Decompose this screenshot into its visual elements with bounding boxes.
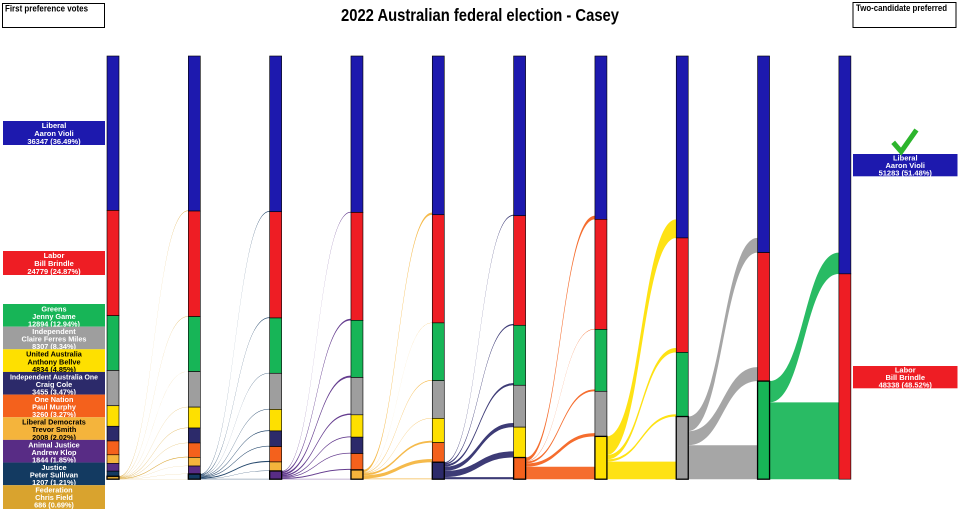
svg-text:Trevor Smith: Trevor Smith (32, 425, 77, 434)
svg-text:Federation: Federation (35, 486, 72, 495)
svg-text:24779 (24.87%): 24779 (24.87%) (27, 267, 81, 276)
svg-text:8307 (8.34%): 8307 (8.34%) (32, 342, 76, 351)
svg-text:Bill Brindle: Bill Brindle (34, 259, 74, 268)
svg-text:Independent Australia One: Independent Australia One (10, 372, 98, 381)
svg-text:Animal Justice: Animal Justice (28, 440, 80, 449)
svg-text:Jenny Game: Jenny Game (32, 312, 75, 321)
svg-text:Craig Cole: Craig Cole (36, 380, 73, 389)
svg-text:Andrew Klop: Andrew Klop (32, 448, 78, 457)
svg-text:Liberal: Liberal (42, 121, 67, 130)
svg-text:51283 (51.48%): 51283 (51.48%) (879, 168, 933, 177)
svg-text:1207 (1.21%): 1207 (1.21%) (32, 478, 76, 487)
svg-text:1844 (1.85%): 1844 (1.85%) (32, 455, 76, 464)
svg-text:Bill Brindle: Bill Brindle (885, 373, 925, 382)
svg-text:36347 (36.49%): 36347 (36.49%) (27, 137, 81, 146)
svg-text:Liberal: Liberal (893, 153, 918, 162)
svg-text:Justice: Justice (41, 463, 66, 472)
svg-text:Liberal Democrats: Liberal Democrats (22, 418, 86, 427)
svg-text:United Australia: United Australia (26, 350, 83, 359)
svg-text:Aaron Violi: Aaron Violi (886, 161, 925, 170)
svg-text:Chris Field: Chris Field (35, 493, 73, 502)
svg-text:Claire Ferres Miles: Claire Ferres Miles (22, 335, 87, 344)
svg-text:One Nation: One Nation (35, 395, 74, 404)
svg-text:12894 (12.94%): 12894 (12.94%) (28, 320, 80, 329)
svg-text:3260 (3.27%): 3260 (3.27%) (32, 410, 76, 419)
svg-text:Greens: Greens (41, 304, 66, 313)
svg-text:Peter Sullivan: Peter Sullivan (30, 471, 78, 480)
svg-text:Two-candidate preferred: Two-candidate preferred (856, 3, 947, 14)
svg-text:2008 (2.02%): 2008 (2.02%) (32, 433, 76, 442)
svg-text:First preference votes: First preference votes (5, 4, 88, 15)
svg-text:Labor: Labor (895, 365, 916, 374)
svg-text:4834 (4.85%): 4834 (4.85%) (32, 365, 76, 374)
svg-text:3455 (3.47%): 3455 (3.47%) (32, 387, 76, 396)
svg-text:Aaron Violi: Aaron Violi (34, 129, 73, 138)
svg-text:686 (0.69%): 686 (0.69%) (34, 501, 74, 509)
svg-text:48338 (48.52%): 48338 (48.52%) (879, 380, 933, 389)
svg-text:Labor: Labor (44, 251, 65, 260)
svg-text:Paul Murphy: Paul Murphy (32, 403, 77, 412)
svg-text:Anthony Bellve: Anthony Bellve (27, 357, 80, 366)
svg-text:2022 Australian federal electi: 2022 Australian federal election - Casey (341, 5, 619, 25)
svg-text:Independent: Independent (32, 327, 76, 336)
